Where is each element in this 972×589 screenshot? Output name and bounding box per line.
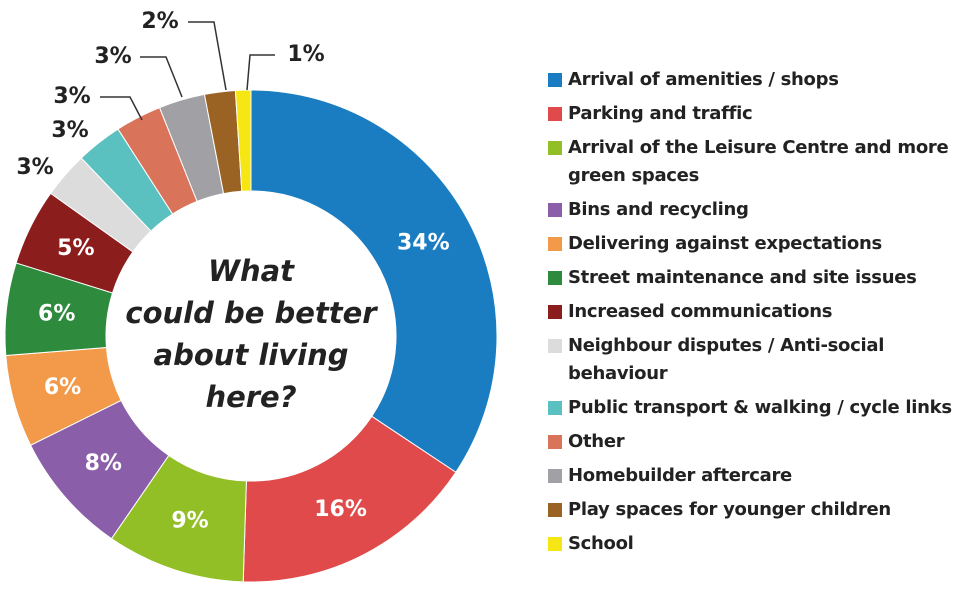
center-text: What bbox=[208, 254, 295, 288]
data-label: 3% bbox=[94, 44, 131, 69]
data-label: 6% bbox=[38, 301, 75, 326]
legend-label: Homebuilder aftercare bbox=[568, 465, 792, 486]
legend-item: Play spaces for younger children bbox=[548, 496, 968, 524]
legend-swatch bbox=[548, 73, 562, 87]
legend-item: Public transport & walking / cycle links bbox=[548, 394, 968, 422]
leader-line bbox=[188, 21, 227, 91]
data-label: 6% bbox=[44, 375, 81, 400]
legend-label: Public transport & walking / cycle links bbox=[568, 397, 952, 418]
legend-swatch bbox=[548, 469, 562, 483]
legend-label: Other bbox=[568, 431, 625, 452]
legend-item: Arrival of the Leisure Centre and more g… bbox=[548, 134, 968, 190]
legend-swatch bbox=[548, 203, 562, 217]
legend-item: Neighbour disputes / Anti-social behavio… bbox=[548, 332, 968, 388]
legend-label: Increased communications bbox=[568, 301, 833, 322]
legend: Arrival of amenities / shops Parking and … bbox=[548, 66, 968, 564]
legend-item: School bbox=[548, 530, 968, 558]
data-label: 3% bbox=[51, 118, 88, 143]
donut-slice bbox=[250, 89, 498, 473]
legend-item: Delivering against expectations bbox=[548, 230, 968, 258]
data-label: 3% bbox=[53, 84, 90, 109]
donut-slice bbox=[234, 89, 252, 192]
legend-swatch bbox=[548, 435, 562, 449]
data-label: 8% bbox=[85, 451, 122, 476]
legend-swatch bbox=[548, 339, 562, 353]
legend-item: Other bbox=[548, 428, 968, 456]
legend-swatch bbox=[548, 401, 562, 415]
data-label: 1% bbox=[287, 42, 324, 67]
legend-label: Street maintenance and site issues bbox=[568, 267, 917, 288]
leader-line bbox=[140, 56, 183, 98]
leader-line bbox=[246, 54, 275, 91]
donut-slice bbox=[242, 415, 457, 583]
legend-item: Parking and traffic bbox=[548, 100, 968, 128]
legend-label: Play spaces for younger children bbox=[568, 499, 891, 520]
legend-item: Increased communications bbox=[548, 298, 968, 326]
legend-label: Arrival of amenities / shops bbox=[568, 69, 839, 90]
data-label: 3% bbox=[16, 155, 53, 180]
legend-label: Arrival of the Leisure Centre and more g… bbox=[568, 137, 949, 186]
legend-label: School bbox=[568, 533, 634, 554]
legend-item: Street maintenance and site issues bbox=[548, 264, 968, 292]
data-label: 16% bbox=[314, 497, 367, 522]
data-label: 5% bbox=[57, 236, 94, 261]
legend-swatch bbox=[548, 271, 562, 285]
legend-item: Arrival of amenities / shops bbox=[548, 66, 968, 94]
center-text: about living bbox=[154, 338, 349, 372]
legend-swatch bbox=[548, 237, 562, 251]
data-label: 2% bbox=[141, 9, 178, 34]
legend-label: Delivering against expectations bbox=[568, 233, 882, 254]
leader-line bbox=[100, 96, 143, 121]
legend-swatch bbox=[548, 305, 562, 319]
data-label: 9% bbox=[171, 509, 208, 534]
legend-swatch bbox=[548, 141, 562, 155]
legend-item: Bins and recycling bbox=[548, 196, 968, 224]
legend-swatch bbox=[548, 107, 562, 121]
legend-label: Neighbour disputes / Anti-social behavio… bbox=[568, 335, 885, 384]
data-label: 34% bbox=[397, 231, 450, 256]
center-text: here? bbox=[205, 380, 296, 414]
legend-label: Parking and traffic bbox=[568, 103, 753, 124]
center-text: could be better bbox=[125, 296, 378, 330]
legend-label: Bins and recycling bbox=[568, 199, 749, 220]
legend-swatch bbox=[548, 503, 562, 517]
legend-swatch bbox=[548, 537, 562, 551]
legend-item: Homebuilder aftercare bbox=[548, 462, 968, 490]
